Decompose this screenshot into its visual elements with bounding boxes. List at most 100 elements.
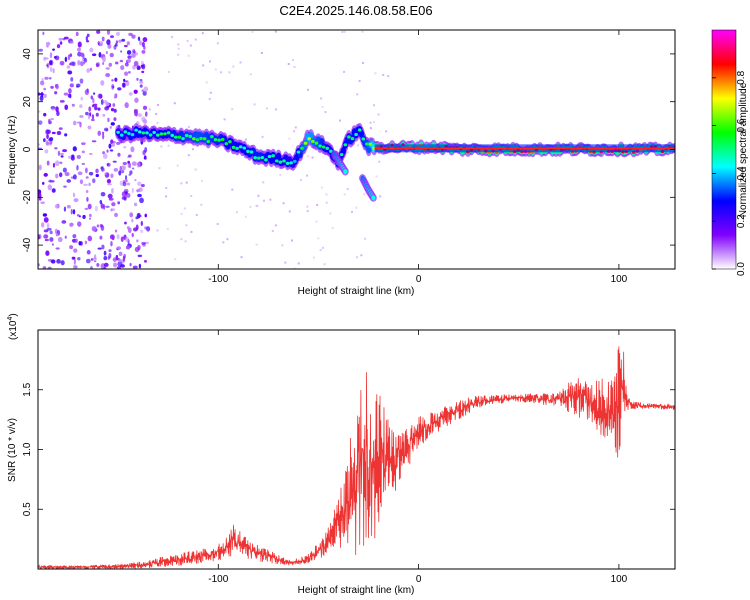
spectrogram-noise-mark [107,193,113,199]
spectrogram-noise-mark [72,174,77,180]
spectrogram-noise-mark [77,221,82,227]
spectrogram-noise-mark [64,172,70,177]
spectrogram-noise-mark [122,162,127,166]
spectrogram-ridge-core [343,143,348,147]
spectrogram-noise-mark [137,193,142,198]
spectrogram-speck-mark [239,61,242,64]
spectrogram-x-tick-label: 100 [611,274,628,285]
spectrogram-ridge-mark [250,147,256,156]
spectrogram-speck-mark [255,243,258,246]
spectrogram-speck-mark [343,193,346,196]
spectrogram-noise-mark [105,67,110,70]
spectrogram-noise-mark [110,208,113,212]
spectrogram-speck-mark [331,227,334,230]
spectrogram-speck-mark [274,224,277,227]
spectrogram-noise-mark [117,258,122,263]
spectrogram-noise-mark [117,152,121,157]
spectrogram-speck-mark [180,212,183,215]
spectrogram-noise-mark [139,40,142,46]
spectrogram-noise-mark [46,222,50,229]
spectrogram-noise-mark [54,147,58,150]
spectrogram-noise-mark [145,111,148,117]
spectrogram-noise-mark [102,153,108,159]
spectrogram-noise-mark [124,102,129,109]
spectrogram-noise-mark [144,226,148,230]
spectrogram-noise-mark [118,170,122,176]
spectrogram-noise-mark [66,204,71,209]
snr-panel: -100 0 100 0.5 1.0 1.5 Height of straight li… [7,313,676,596]
spectrogram-noise-mark [79,179,84,185]
spectrogram-noise-mark [120,236,124,242]
spectrogram-noise-mark [119,165,122,172]
spectrogram-noise-mark [125,245,131,250]
spectrogram-speck-mark [222,241,225,244]
spectrogram-noise-mark [64,133,68,137]
spectrogram-x-tick-label: -100 [208,274,228,285]
spectrogram-speck-mark [157,103,160,106]
spectrogram-noise-mark [55,106,59,113]
spectrogram-speck-mark [171,36,174,39]
spectrogram-noise-mark [125,179,128,183]
spectrogram-noise-mark [142,105,148,110]
spectrogram-noise-mark [114,61,119,65]
spectrogram-noise-mark [111,142,115,147]
spectrogram-noise-mark [102,133,105,140]
spectrogram-noise-mark [63,36,69,40]
spectrogram-noise-mark [54,91,58,95]
spectrogram-noise-mark [97,107,101,111]
spectrogram-noise-mark [114,229,118,233]
spectrogram-noise-mark [109,234,115,240]
spectrogram-speck-mark [235,211,238,214]
spectrogram-noise-mark [103,266,107,269]
spectrogram-noise-mark [43,112,47,117]
spectrogram-noise-mark [44,238,49,242]
spectrogram-speck-mark [177,43,180,46]
spectrogram-noise-mark [133,202,138,207]
spectrogram-noise-mark [52,162,56,168]
spectrogram-noise-mark [100,99,104,105]
spectrogram-noise-mark [111,202,116,207]
spectrogram-ridge-core [303,141,308,145]
spectrogram-speck-mark [282,202,285,205]
spectrogram-noise-mark [79,78,84,84]
spectrogram-ridge-core [159,132,164,136]
spectrogram-speck-mark [173,102,176,105]
spectrogram-noise-mark [131,52,136,58]
spectrogram-noise-mark [49,66,53,73]
spectrogram-noise-mark [109,125,112,129]
spectrogram-ridge-core [260,155,265,160]
spectrogram-speck-mark [156,229,159,232]
spectrogram-noise-mark [100,191,106,197]
snr-x-axis-title: Height of straight line (km) [298,585,415,596]
spectrogram-noise-mark [112,257,117,262]
spectrogram-noise-mark [56,110,60,116]
spectrogram-noise-mark [87,125,92,130]
snr-series-line [38,346,675,569]
spectrogram-ridge-core [314,141,319,145]
spectrogram-noise-mark [50,259,56,264]
spectrogram-noise-mark [139,81,144,84]
spectrogram-speck-mark [260,51,263,54]
spectrogram-noise-mark [82,214,86,219]
spectrogram-noise-mark [123,44,128,48]
spectrogram-noise-mark [102,113,106,117]
spectrogram-noise-mark [79,121,82,128]
snr-x-tick-label: -100 [208,574,228,585]
spectrogram-noise-mark [70,156,75,161]
spectrogram-noise-mark [121,82,127,88]
spectrogram-ridge-core [134,128,138,132]
spectrogram-noise-mark [69,83,74,88]
colorbar-tick-label: 0.4 [736,166,747,180]
spectrogram-speck-mark [307,155,310,158]
spectrogram-noise-mark [138,263,142,269]
spectrogram-noise-mark [110,241,113,247]
spectrogram-speck-mark [232,65,235,68]
spectrogram-noise-mark [128,92,133,96]
spectrogram-speck-mark [288,210,291,213]
spectrogram-noise-mark [52,48,55,51]
spectrogram-noise-mark [116,141,121,145]
spectrogram-ridge-core [163,132,167,136]
spectrogram-noise-mark [111,187,114,194]
spectrogram-speck-mark [355,206,358,209]
spectrogram-panel: -100 0 100 -40 -20 0 20 40 Height of straight … [7,29,676,297]
